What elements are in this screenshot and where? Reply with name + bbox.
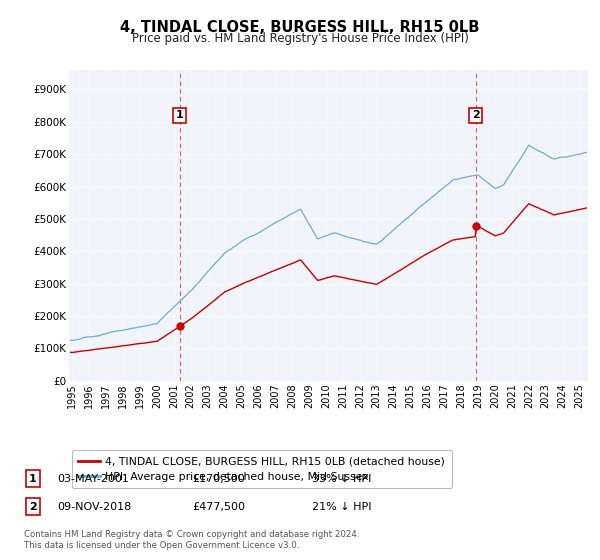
Text: 2: 2 (29, 502, 37, 512)
Text: 1: 1 (29, 474, 37, 484)
Text: 2: 2 (472, 110, 479, 120)
Legend: 4, TINDAL CLOSE, BURGESS HILL, RH15 0LB (detached house), HPI: Average price, de: 4, TINDAL CLOSE, BURGESS HILL, RH15 0LB … (72, 450, 452, 488)
Text: 4, TINDAL CLOSE, BURGESS HILL, RH15 0LB: 4, TINDAL CLOSE, BURGESS HILL, RH15 0LB (121, 20, 479, 35)
Text: Price paid vs. HM Land Registry's House Price Index (HPI): Price paid vs. HM Land Registry's House … (131, 32, 469, 45)
Text: 33% ↓ HPI: 33% ↓ HPI (312, 474, 371, 484)
Text: 21% ↓ HPI: 21% ↓ HPI (312, 502, 371, 512)
Text: 09-NOV-2018: 09-NOV-2018 (57, 502, 131, 512)
Text: 03-MAY-2001: 03-MAY-2001 (57, 474, 129, 484)
Text: This data is licensed under the Open Government Licence v3.0.: This data is licensed under the Open Gov… (24, 541, 299, 550)
Text: £477,500: £477,500 (192, 502, 245, 512)
Text: Contains HM Land Registry data © Crown copyright and database right 2024.: Contains HM Land Registry data © Crown c… (24, 530, 359, 539)
Text: 1: 1 (176, 110, 184, 120)
Text: £170,500: £170,500 (192, 474, 245, 484)
